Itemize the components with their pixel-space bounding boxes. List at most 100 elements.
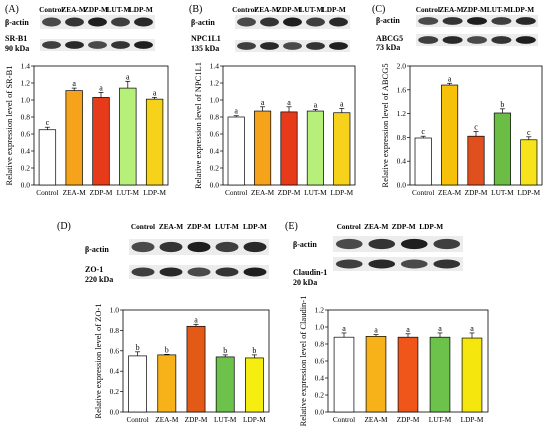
blot-lane-label: ZDP-M bbox=[392, 222, 416, 231]
significance-letter: a bbox=[340, 100, 344, 109]
blot-lane-label: LDP-M bbox=[129, 5, 153, 14]
bar bbox=[280, 111, 298, 186]
bar bbox=[215, 356, 235, 413]
blot-row-label: 20 kDa bbox=[293, 278, 317, 287]
y-tick-label: 0.0 bbox=[315, 408, 325, 417]
y-tick-label: 1.0 bbox=[210, 96, 220, 105]
x-tick-label: Control bbox=[333, 415, 355, 424]
significance-letter: a bbox=[314, 100, 318, 109]
y-tick-label: 0.4 bbox=[397, 157, 407, 166]
y-tick-label: 0.6 bbox=[315, 357, 325, 366]
y-tick-label: 1.2 bbox=[397, 109, 407, 118]
bar bbox=[441, 84, 459, 186]
bar bbox=[157, 354, 177, 413]
blot-band bbox=[131, 267, 155, 277]
x-tick-label: ZEA-M bbox=[63, 188, 87, 197]
x-tick-label: ZDP-M bbox=[185, 415, 208, 424]
bar bbox=[467, 135, 485, 186]
bar bbox=[461, 337, 483, 413]
blot-band bbox=[243, 267, 267, 277]
blot-band bbox=[433, 238, 461, 250]
blot-row-label: β-actin bbox=[5, 18, 29, 27]
blot-band bbox=[466, 36, 488, 44]
blot-band bbox=[306, 42, 325, 50]
chart-svg-1: (B) ControlZEA-MZDP-MLUT-MLDP-Mβ-actinNPC… bbox=[189, 4, 356, 197]
bar bbox=[333, 336, 355, 413]
blot-lane-label: Control bbox=[337, 222, 361, 231]
blot-band bbox=[515, 36, 536, 44]
blot-lane-label: LDP-M bbox=[510, 5, 534, 14]
blot-row-label: β-actin bbox=[293, 240, 317, 249]
bar bbox=[244, 357, 264, 413]
blot-row-label: β-actin bbox=[85, 245, 109, 254]
blot-band bbox=[42, 17, 61, 27]
chart-svg-0: (A) ControlZEA-MZDP-MLUT-MLDP-Mβ-actinSR-… bbox=[4, 4, 169, 197]
blot-band bbox=[187, 267, 211, 277]
blot-band bbox=[134, 17, 153, 27]
x-tick-label: ZDP-M bbox=[397, 415, 420, 424]
panel-label: (D) bbox=[57, 221, 71, 232]
blot-band bbox=[418, 17, 439, 25]
blot-lane-label: ZDP-M bbox=[277, 5, 301, 14]
y-tick-label: 0.4 bbox=[110, 367, 120, 376]
blot-band bbox=[466, 17, 488, 25]
blot-band bbox=[215, 267, 239, 277]
y-tick-label: 0.8 bbox=[21, 113, 31, 122]
blot-band bbox=[491, 36, 512, 44]
panel-a: (A) Control ZEA-M ZDP-M LUT-M LDP-M β-actin SR-… bbox=[0, 0, 180, 215]
panel-e: (E) Control ZEA-M ZDP-M LDP-M β-actin Claudin-… bbox=[283, 217, 495, 438]
blot-lane-label: LDP-M bbox=[322, 5, 346, 14]
y-axis-title: Relative expression level of SR-B1 bbox=[4, 66, 14, 186]
blot-band bbox=[243, 241, 267, 253]
significance-letter: a bbox=[72, 79, 76, 88]
blot-row-label: β-actin bbox=[191, 18, 215, 27]
blot-band bbox=[260, 17, 279, 27]
significance-letter: a bbox=[374, 326, 378, 335]
y-tick-label: 1.2 bbox=[21, 79, 31, 88]
blot-lane-label: ZEA-M bbox=[254, 5, 278, 14]
x-tick-label: ZDP-M bbox=[90, 188, 113, 197]
blot-band bbox=[283, 42, 302, 50]
blot-band bbox=[159, 241, 183, 253]
y-tick-label: 1.6 bbox=[397, 85, 407, 94]
y-tick-label: 0.0 bbox=[210, 181, 220, 190]
blot-lane-label: ZEA-M bbox=[61, 5, 85, 14]
blot-band bbox=[283, 17, 302, 27]
y-tick-label: 1.0 bbox=[110, 306, 120, 315]
blot-lane-label: Control bbox=[39, 5, 63, 14]
beta-actin-blot bbox=[333, 236, 463, 252]
blot-lane-label: Control bbox=[416, 5, 440, 14]
significance-letter: a bbox=[153, 88, 157, 97]
significance-letter: a bbox=[448, 74, 452, 83]
blot-band bbox=[260, 42, 279, 50]
significance-letter: c bbox=[474, 122, 478, 131]
blot-lane-label: ZEA-M bbox=[364, 222, 388, 231]
y-tick-label: 0.8 bbox=[315, 340, 325, 349]
x-tick-label: ZEA-M bbox=[251, 188, 275, 197]
y-tick-label: 0.8 bbox=[110, 326, 120, 335]
blot-row-label: 73 kDa bbox=[376, 43, 400, 52]
chart-svg-2: (C) Control ZEA-M ZDP-M LUT-M LDP-Mβ-actinABC… bbox=[372, 4, 543, 197]
blot-band bbox=[400, 238, 428, 250]
x-tick-label: LDP-M bbox=[517, 188, 540, 197]
y-tick-label: 0.4 bbox=[21, 147, 31, 156]
y-tick-label: 0.6 bbox=[210, 130, 220, 139]
significance-letter: a bbox=[234, 107, 238, 116]
x-tick-label: ZEA-M bbox=[155, 415, 179, 424]
x-tick-label: Control bbox=[36, 188, 58, 197]
blot-band bbox=[335, 259, 363, 269]
y-tick-label: 0.6 bbox=[110, 346, 120, 355]
significance-letter: a bbox=[287, 98, 291, 107]
bar bbox=[145, 98, 164, 186]
significance-letter: b bbox=[500, 100, 504, 109]
chart-svg-3: (D) Control ZEA-M ZDP-M LUT-M LDP-M β-actin ZO-… bbox=[57, 221, 270, 424]
significance-letter: a bbox=[406, 325, 410, 334]
blot-lane-label: ZDP-M bbox=[187, 222, 211, 231]
bar bbox=[119, 87, 137, 186]
y-tick-label: 0.2 bbox=[210, 164, 220, 173]
blot-lane-label: LUT-M bbox=[107, 5, 131, 14]
x-tick-label: ZEA-M bbox=[364, 415, 388, 424]
x-tick-label: ZDP-M bbox=[278, 188, 301, 197]
x-tick-label: ZDP-M bbox=[465, 188, 488, 197]
significance-letter: a bbox=[261, 98, 265, 107]
